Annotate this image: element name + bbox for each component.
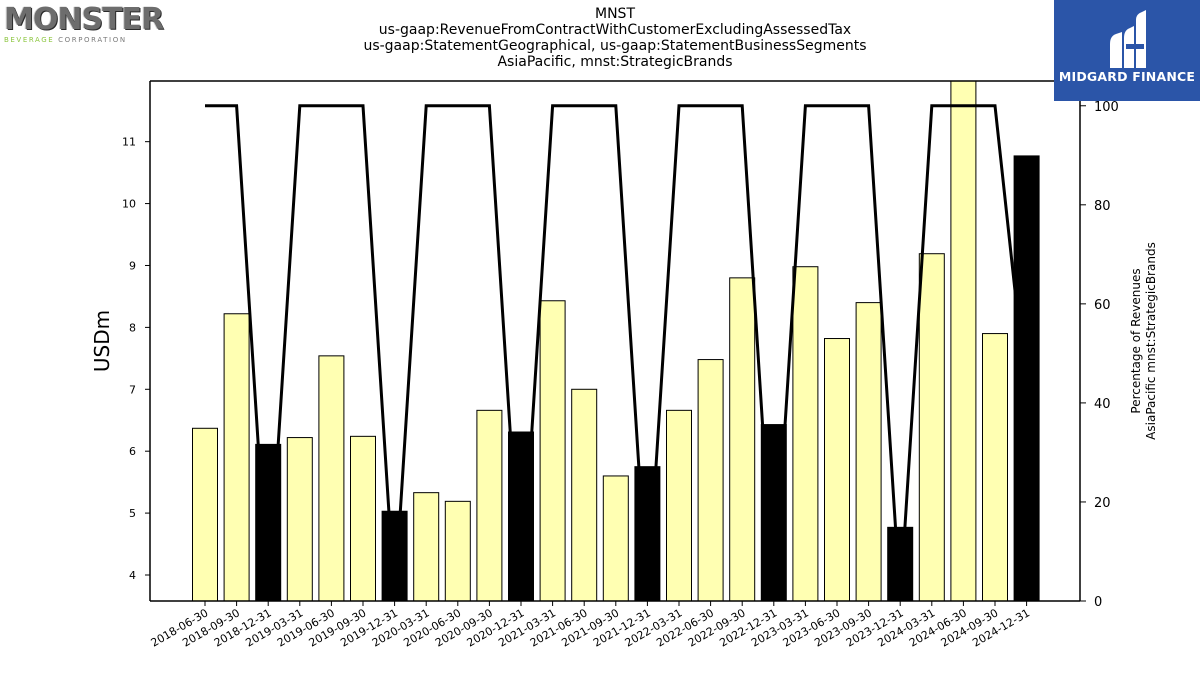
bar-2019-09-30 — [350, 435, 376, 601]
y-tick-label: 6 — [129, 445, 136, 458]
monster-logo-sub-accent: BEVERAGE — [4, 36, 55, 44]
monster-logo-sub-rest: CORPORATION — [54, 36, 127, 44]
y2-axis-label-line-2: AsiaPacific mnst:StrategicBrands — [1144, 242, 1158, 440]
title-line-ticker: MNST — [595, 6, 635, 22]
title-line-members: AsiaPacific, mnst:StrategicBrands — [497, 54, 733, 70]
title-line-concept: us-gaap:RevenueFromContractWithCustomerE… — [378, 22, 852, 38]
bar-2021-03-31 — [539, 300, 566, 601]
bar-2022-09-30 — [729, 277, 756, 601]
bar-2022-03-31 — [666, 409, 692, 601]
bar-2024-03-31 — [918, 253, 945, 601]
y2-axis-label-line-1: Percentage of Revenues — [1129, 268, 1143, 413]
bar-2019-03-31 — [286, 437, 313, 601]
y-tick-label: 9 — [129, 259, 136, 272]
percentage-line — [205, 104, 1029, 602]
y-tick-label: 10 — [122, 198, 136, 211]
bar-2024-12-31 — [1013, 155, 1040, 601]
y2-tick-label: 100 — [1094, 100, 1119, 115]
bar-2020-03-31 — [413, 492, 440, 601]
bar-2018-06-30 — [192, 427, 218, 601]
monster-logo-word: MONSTER — [4, 2, 164, 37]
y2-tick-label: 80 — [1094, 199, 1111, 214]
y-tick-label: 4 — [129, 569, 136, 582]
bar-2018-09-30 — [223, 313, 250, 601]
chart-title: MNST us-gaap:RevenueFromContractWithCust… — [315, 6, 915, 70]
bar-2023-03-31 — [792, 266, 819, 601]
midgard-logo-name: MIDGARD FINANCE — [1058, 69, 1196, 84]
bar-2023-06-30 — [824, 338, 850, 601]
bar-2019-06-30 — [318, 355, 345, 601]
monster-logo: MONSTER BEVERAGE CORPORATION — [4, 4, 164, 48]
monster-logo-subtitle: BEVERAGE CORPORATION — [4, 36, 164, 44]
bar-2020-09-30 — [476, 409, 503, 601]
y-tick-label: 5 — [129, 507, 136, 520]
y2-tick-label: 0 — [1094, 595, 1102, 610]
y2-tick-label: 20 — [1094, 496, 1111, 511]
bar-2020-06-30 — [444, 500, 471, 601]
bar-2021-06-30 — [571, 388, 598, 601]
bar-2021-09-30 — [602, 475, 629, 601]
y-axis-label: USDm — [90, 310, 114, 372]
y-tick-label: 8 — [129, 321, 136, 334]
title-line-axes: us-gaap:StatementGeographical, us-gaap:S… — [363, 38, 867, 54]
bar-2023-09-30 — [855, 302, 882, 601]
y-tick-label: 11 — [122, 136, 136, 149]
y2-tick-label: 60 — [1094, 298, 1111, 313]
bar-2022-06-30 — [697, 359, 724, 601]
midgard-finance-logo: MIDGARD FINANCE — [1054, 0, 1200, 101]
bar-2024-06-30 — [950, 81, 977, 601]
y-tick-label: 7 — [129, 383, 136, 396]
bar-2024-09-30 — [982, 333, 1008, 601]
midgard-mark-icon — [1110, 10, 1146, 68]
y2-tick-label: 40 — [1094, 397, 1111, 412]
